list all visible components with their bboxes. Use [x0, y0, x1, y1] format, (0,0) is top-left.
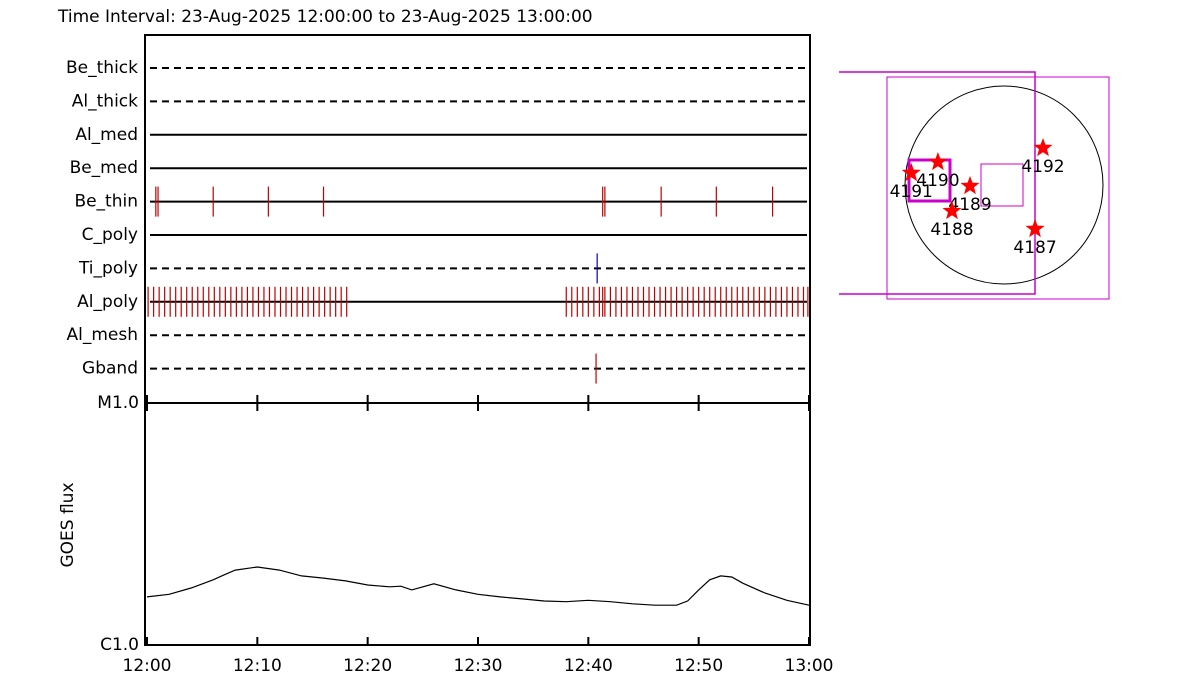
- region-label: 4189: [948, 195, 991, 215]
- map: [839, 71, 1110, 300]
- row-label: Al_mesh: [66, 325, 138, 345]
- row-label: Be_thick: [66, 58, 138, 78]
- timeline-frame: [144, 34, 811, 404]
- x-tick-label: 12:00: [123, 656, 172, 676]
- y-tick-label: C1.0: [100, 635, 139, 655]
- fov-box: [907, 158, 952, 203]
- region-star: [942, 201, 962, 220]
- x-tick-label: 13:00: [785, 656, 834, 676]
- goes-frame: [144, 402, 811, 646]
- x-tick-label: 12:50: [674, 656, 723, 676]
- region-star: [1033, 138, 1053, 157]
- row-label: Be_med: [70, 158, 138, 178]
- region-star: [960, 176, 980, 195]
- region-label: 4190: [916, 171, 959, 191]
- x-tick-label: 12:20: [343, 656, 392, 676]
- row-label: C_poly: [82, 225, 138, 245]
- row-label: Ti_poly: [78, 258, 138, 278]
- y-tick-label: M1.0: [97, 393, 139, 413]
- fov-box: [839, 71, 1036, 295]
- row-label: Be_thin: [74, 192, 138, 212]
- row-label: Al_med: [75, 125, 138, 145]
- region-label: 4192: [1021, 157, 1064, 177]
- fov-box: [980, 163, 1024, 207]
- region-label: 4188: [930, 220, 973, 240]
- region-star: [928, 152, 948, 171]
- solar-disk: [904, 85, 1104, 285]
- region-star: [1025, 219, 1045, 238]
- chart-title: Time Interval: 23-Aug-2025 12:00:00 to 2…: [57, 7, 593, 27]
- row-label: Al_thick: [72, 91, 138, 111]
- x-tick-label: 12:10: [233, 656, 282, 676]
- region-label: 4187: [1013, 238, 1056, 258]
- row-label: Gband: [82, 359, 138, 379]
- goes-line: [146, 566, 810, 606]
- region-star: [901, 163, 921, 182]
- x-tick-label: 12:40: [564, 656, 613, 676]
- row-label: Al_poly: [77, 292, 138, 312]
- fov-box: [886, 76, 1110, 300]
- x-tick-label: 12:30: [454, 656, 503, 676]
- y-axis-label: GOES flux: [58, 482, 78, 567]
- region-label: 4191: [890, 182, 933, 202]
